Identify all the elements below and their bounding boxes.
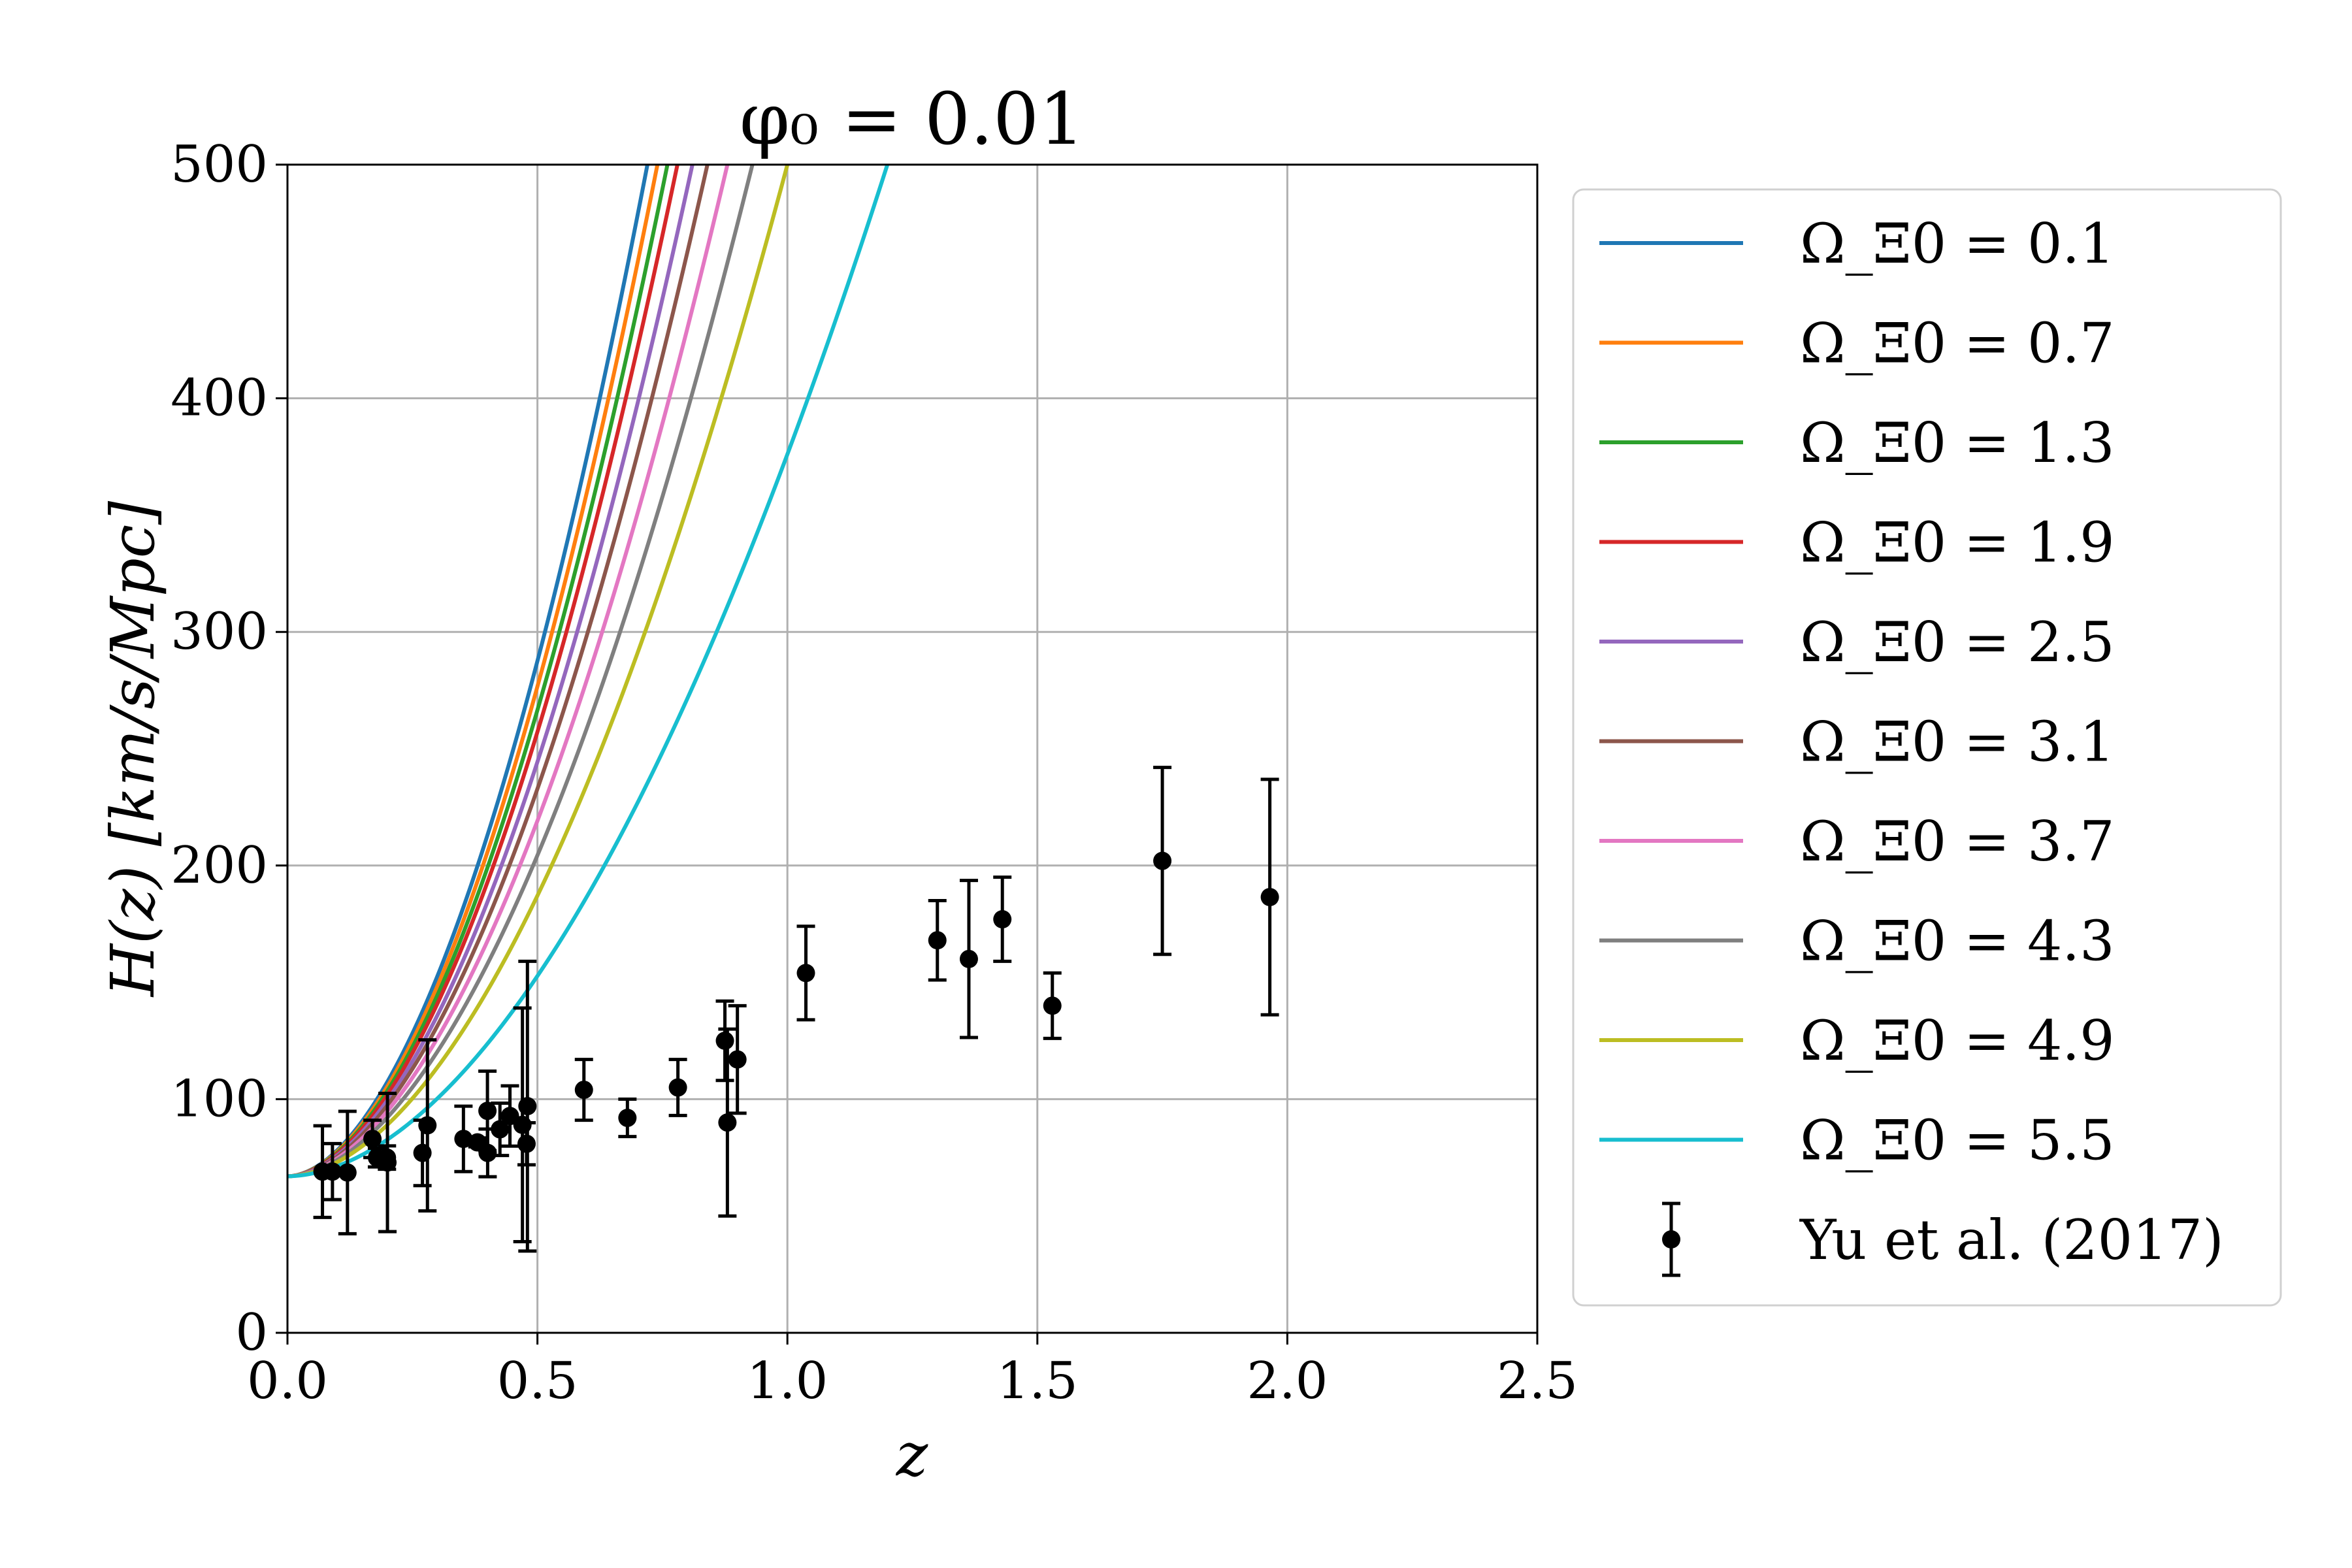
y-tick-label: 300 bbox=[171, 602, 268, 661]
data-marker bbox=[574, 1081, 593, 1100]
data-point-2 bbox=[338, 1109, 357, 1235]
data-point-23 bbox=[728, 1004, 747, 1115]
data-points bbox=[313, 766, 1279, 1253]
data-marker bbox=[478, 1143, 497, 1162]
x-tick-label: 2.5 bbox=[1497, 1352, 1578, 1411]
legend-label-0: Ω_Ξ0 = 0.1 bbox=[1800, 212, 2115, 276]
data-point-29 bbox=[1153, 766, 1172, 956]
data-point-1 bbox=[323, 1141, 342, 1201]
legend-label-1: Ω_Ξ0 = 0.7 bbox=[1800, 312, 2115, 376]
legend-label-7: Ω_Ξ0 = 4.3 bbox=[1800, 909, 2115, 973]
data-marker bbox=[418, 1116, 437, 1135]
data-point-28 bbox=[1043, 971, 1062, 1040]
y-tick-label: 100 bbox=[171, 1070, 268, 1128]
data-point-24 bbox=[796, 924, 815, 1022]
x-tick-label: 0.0 bbox=[247, 1352, 328, 1411]
data-point-9 bbox=[454, 1104, 473, 1173]
y-axis-label: H(z) [km/s/Mpc] bbox=[98, 501, 168, 998]
legend-label-8: Ω_Ξ0 = 4.9 bbox=[1800, 1009, 2115, 1073]
series-line-9 bbox=[287, 164, 890, 1179]
data-marker bbox=[378, 1153, 397, 1172]
x-tick-label: 1.0 bbox=[747, 1352, 828, 1411]
data-marker bbox=[959, 949, 978, 968]
y-tick-label: 0 bbox=[235, 1303, 268, 1362]
data-point-26 bbox=[959, 879, 978, 1039]
series-lines bbox=[287, 164, 890, 1179]
y-tick-label: 500 bbox=[171, 135, 268, 194]
data-point-21 bbox=[715, 999, 734, 1083]
legend-label-observations: Yu et al. (2017) bbox=[1799, 1208, 2224, 1272]
data-marker bbox=[323, 1162, 342, 1181]
x-axis-label: z bbox=[896, 1420, 928, 1490]
data-point-20 bbox=[668, 1058, 687, 1117]
data-point-30 bbox=[1260, 777, 1279, 1017]
data-marker bbox=[454, 1130, 473, 1149]
data-point-13 bbox=[491, 1101, 510, 1158]
data-marker bbox=[728, 1050, 747, 1069]
data-marker bbox=[928, 931, 947, 950]
data-point-22 bbox=[718, 1027, 737, 1218]
data-marker bbox=[796, 964, 815, 983]
data-marker bbox=[715, 1032, 734, 1050]
data-marker bbox=[1153, 851, 1172, 870]
data-point-17 bbox=[518, 959, 537, 1253]
data-point-18 bbox=[574, 1058, 593, 1122]
legend-label-3: Ω_Ξ0 = 1.9 bbox=[1800, 511, 2115, 575]
legend-label-6: Ω_Ξ0 = 3.7 bbox=[1800, 809, 2115, 874]
data-marker bbox=[518, 1097, 537, 1116]
data-point-27 bbox=[993, 875, 1012, 963]
grid bbox=[286, 163, 1539, 1334]
series-line-2 bbox=[287, 164, 670, 1179]
data-marker bbox=[718, 1113, 737, 1132]
series-line-5 bbox=[287, 164, 710, 1179]
data-marker bbox=[363, 1130, 382, 1149]
legend-box bbox=[1572, 188, 2282, 1307]
legend-label-5: Ω_Ξ0 = 3.1 bbox=[1800, 710, 2115, 774]
legend: Ω_Ξ0 = 0.1 Ω_Ξ0 = 0.7 Ω_Ξ0 = 1.3 Ω_Ξ0 = 1.9… bbox=[1572, 188, 2282, 1307]
y-tick-label: 400 bbox=[171, 369, 268, 428]
chart-title: φ₀ = 0.01 bbox=[740, 77, 1085, 161]
axis-ticks: 0.0 0.5 1.0 1.5 2.0 2.5 0 100 200 300 400 500 bbox=[171, 135, 1578, 1411]
data-marker bbox=[1260, 888, 1279, 907]
series-line-7 bbox=[287, 164, 755, 1179]
y-tick-label: 200 bbox=[171, 836, 268, 895]
x-tick-label: 0.5 bbox=[497, 1352, 578, 1411]
data-marker bbox=[1043, 996, 1062, 1015]
x-tick-label: 2.0 bbox=[1247, 1352, 1328, 1411]
data-point-25 bbox=[928, 898, 947, 982]
data-marker bbox=[668, 1078, 687, 1097]
data-point-12 bbox=[478, 1127, 497, 1179]
series-line-1 bbox=[287, 164, 660, 1179]
data-marker bbox=[478, 1102, 497, 1120]
legend-label-4: Ω_Ξ0 = 2.5 bbox=[1800, 610, 2115, 674]
series-line-6 bbox=[287, 164, 730, 1179]
data-point-19 bbox=[618, 1097, 637, 1139]
data-marker bbox=[618, 1109, 637, 1128]
legend-label-2: Ω_Ξ0 = 1.3 bbox=[1800, 411, 2115, 475]
data-point-8 bbox=[418, 1038, 437, 1213]
data-marker bbox=[491, 1120, 510, 1139]
data-marker bbox=[993, 910, 1012, 929]
legend-marker bbox=[1662, 1230, 1680, 1249]
plot-frame bbox=[286, 163, 1539, 1334]
legend-label-9: Ω_Ξ0 = 5.5 bbox=[1800, 1109, 2115, 1173]
x-tick-label: 1.5 bbox=[997, 1352, 1078, 1411]
data-point-6 bbox=[378, 1091, 397, 1233]
data-marker bbox=[338, 1163, 357, 1182]
